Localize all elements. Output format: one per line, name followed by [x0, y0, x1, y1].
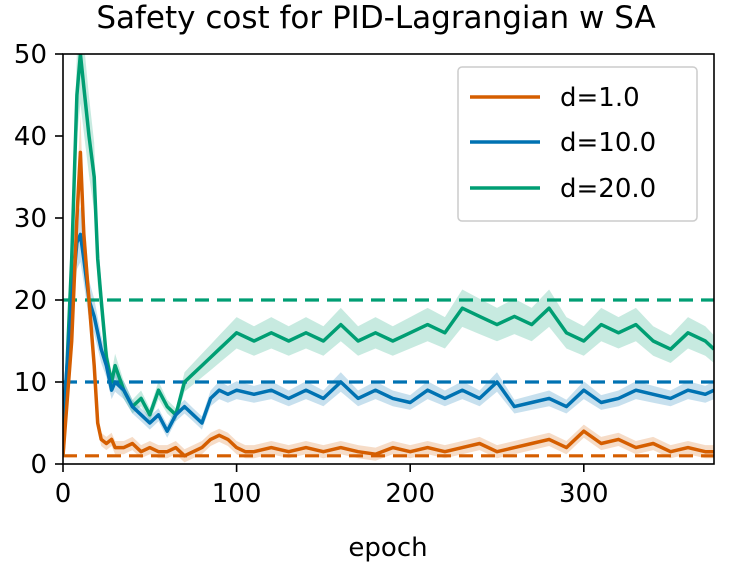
series-line	[63, 54, 714, 456]
x-axis-label: epoch	[348, 533, 427, 563]
y-tick-label: 20	[14, 286, 47, 316]
legend-box	[457, 66, 698, 222]
y-tick-label: 30	[14, 204, 47, 234]
y-tick-label: 40	[14, 122, 47, 152]
legend-label-d20: d=20.0	[560, 174, 656, 204]
series-band	[63, 206, 714, 438]
chart-title: Safety cost for PID-Lagrangian w SA	[96, 0, 655, 36]
plot-frame	[62, 53, 715, 465]
x-tick-label: 0	[55, 479, 72, 509]
x-tick-label: 200	[385, 479, 435, 509]
series-line	[63, 232, 714, 433]
x-tick-label: 300	[559, 479, 609, 509]
y-tick-label: 10	[14, 368, 47, 398]
x-tick-label: 100	[212, 479, 262, 509]
legend-label-d1: d=1.0	[560, 83, 640, 113]
y-tick-label: 0	[30, 450, 47, 480]
legend-label-d10: d=10.0	[560, 128, 656, 158]
legend: d=1.0 d=10.0 d=20.0	[457, 66, 698, 222]
y-tick-label: 50	[14, 40, 47, 70]
series-line	[63, 150, 714, 458]
